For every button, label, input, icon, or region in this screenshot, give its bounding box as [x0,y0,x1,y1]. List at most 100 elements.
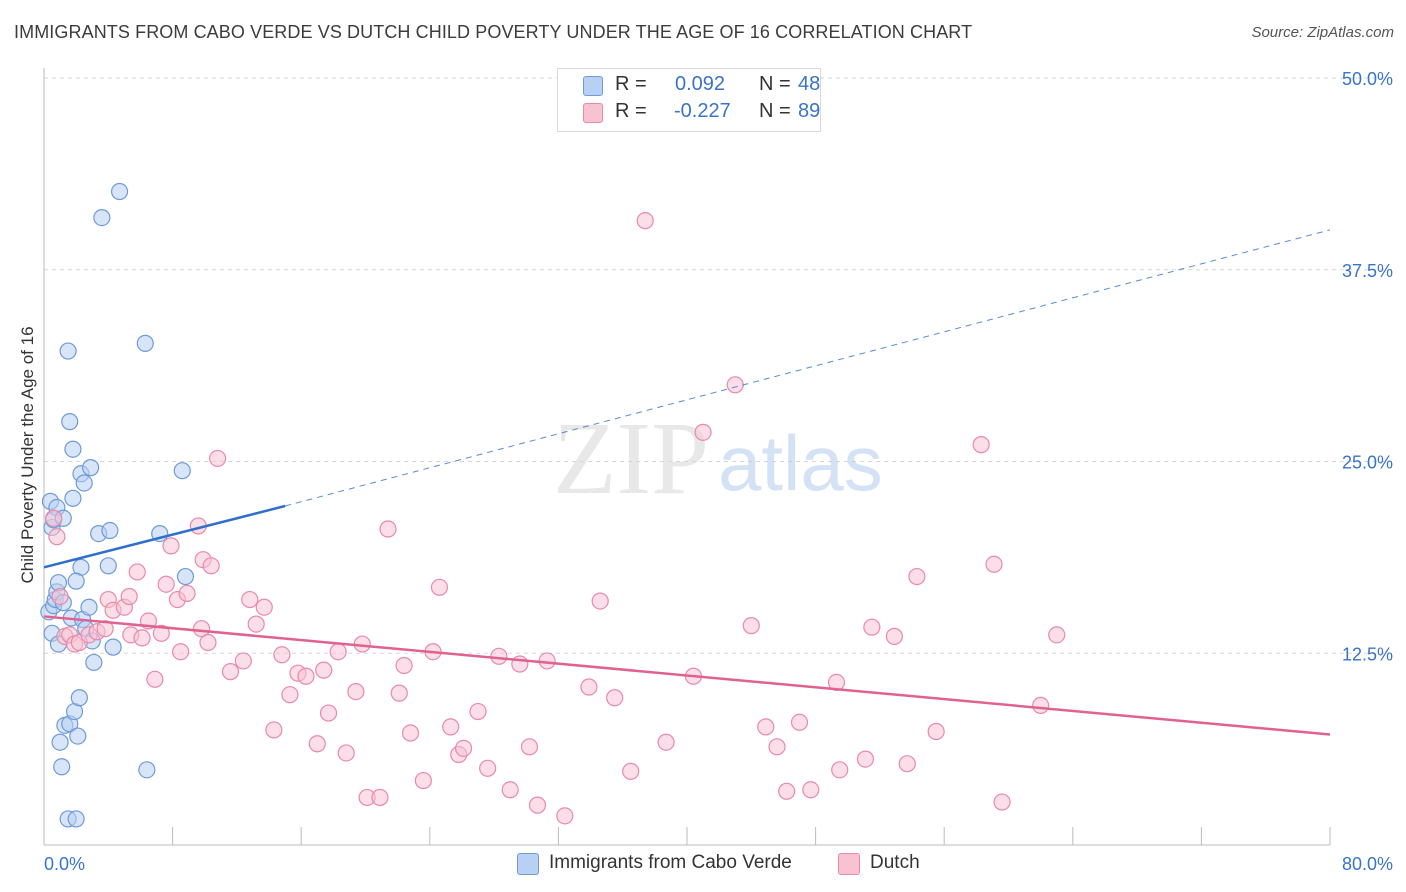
data-point [694,423,712,441]
data-point [528,796,547,814]
data-point [856,750,875,768]
data-point [790,713,809,731]
data-point [265,721,283,739]
data-point [51,587,69,606]
data-point [70,689,88,707]
data-point [329,643,347,661]
data-point [82,459,100,477]
data-point [390,684,408,702]
series-blue-points [40,182,195,828]
data-point [173,462,191,480]
data-point [371,788,389,807]
data-point [726,376,744,394]
data-point [469,702,487,721]
data-point [281,686,299,704]
series-label: Immigrants from Cabo Verde [549,852,792,873]
data-point [59,342,77,360]
data-point [101,521,119,540]
data-point [53,758,71,776]
data-point [622,762,640,780]
data-point [556,807,574,825]
series-swatch-pink [838,853,860,875]
data-point [972,436,990,454]
x-tick-label: 0.0% [44,854,85,874]
data-point [315,661,333,679]
data-point [51,733,69,751]
trend-line-extension-blue [284,229,1331,507]
data-point [636,212,654,230]
data-point [234,652,252,670]
data-point [442,718,460,736]
data-point [297,667,315,685]
x-tick-label: 80.0% [1342,854,1393,874]
data-point [1032,696,1050,715]
watermark-atlas: atlas [718,419,883,507]
legend-n-label: N = [759,100,791,122]
data-point [479,759,497,777]
data-point [273,646,291,664]
data-point [501,781,519,799]
data-point [1048,626,1066,644]
data-point [61,413,79,431]
data-point [199,633,217,652]
data-point [863,618,881,636]
data-point [657,733,675,751]
data-point [241,590,259,609]
data-point [768,738,786,756]
data-point [247,615,265,633]
data-point [69,727,87,745]
data-point [520,738,539,756]
data-point [99,557,117,575]
data-point [831,761,849,779]
data-point [192,620,211,638]
series-swatch-blue [517,853,539,875]
data-point [152,624,170,642]
data-point [136,334,154,352]
data-point [110,182,129,201]
data-point [64,440,82,458]
data-point [927,722,945,741]
data-point [104,638,122,656]
data-point [308,735,326,753]
series-pink-points [45,212,1066,825]
data-point [401,724,420,742]
data-point [67,810,85,828]
data-point [337,744,355,762]
data-point [157,575,175,593]
data-point [430,578,449,596]
y-tick-label: 25.0% [1342,453,1393,473]
data-point [742,617,760,635]
source-label: Source: ZipAtlas.com [1251,24,1394,41]
y-tick-label: 37.5% [1342,261,1393,281]
data-point [64,489,82,507]
data-point [802,781,820,799]
data-point [757,718,775,736]
data-point [67,572,85,590]
data-point [580,678,598,696]
data-point [120,587,138,606]
trend-line-blue [43,504,286,569]
legend-r-label: R = [615,100,647,122]
data-point [146,670,164,688]
legend-r-label: R = [615,73,647,95]
watermark-zip: ZIP [553,401,709,516]
data-point [591,592,609,610]
data-point [908,567,926,586]
data-point [454,739,473,757]
data-point [176,567,195,586]
legend-r-value: -0.227 [674,100,731,122]
data-point [202,557,220,575]
data-point [414,771,432,790]
data-point [209,449,227,468]
data-point [128,563,146,581]
series-legend: Immigrants from Cabo Verde Dutch [0,852,1406,878]
data-point [490,647,508,665]
legend-swatch-pink [583,103,603,123]
data-point [162,537,180,555]
data-point [48,528,66,546]
data-point [138,761,156,779]
legend-n-value: 89 [798,100,821,122]
data-point [178,584,196,603]
data-point [347,682,365,701]
